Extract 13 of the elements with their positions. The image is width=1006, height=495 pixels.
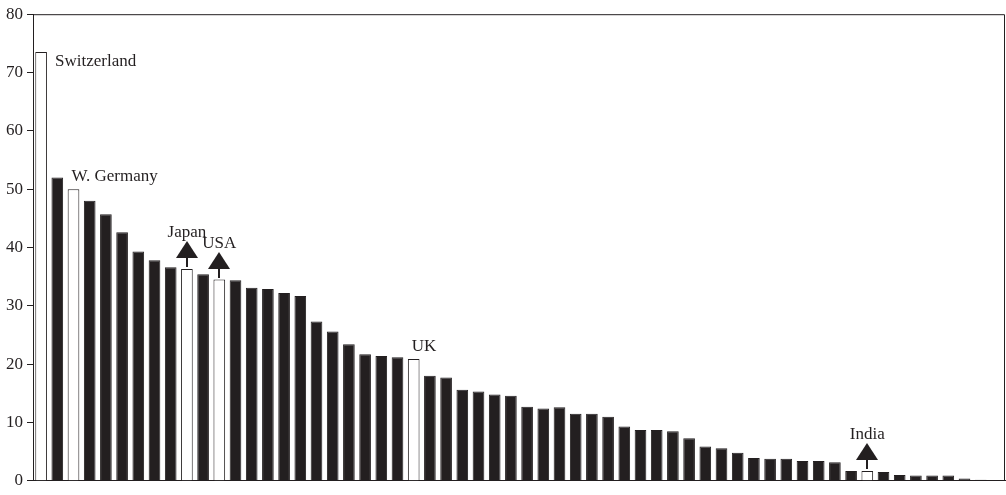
- y-tick-label: 40: [6, 236, 23, 256]
- y-tick-label: 30: [6, 295, 23, 315]
- y-tick-label: 20: [6, 353, 23, 373]
- y-tick-label: 60: [6, 120, 23, 140]
- y-tick-label: 70: [6, 61, 23, 81]
- y-tick-label: 10: [6, 411, 23, 431]
- y-tick-label: 80: [6, 3, 23, 23]
- annotation: UK: [411, 335, 437, 355]
- y-tick-label: 0: [14, 470, 23, 490]
- annotation: W. Germany: [71, 166, 159, 186]
- annotation: India: [849, 423, 886, 443]
- annotation: Switzerland: [55, 51, 137, 71]
- y-tick-label: 50: [6, 178, 23, 198]
